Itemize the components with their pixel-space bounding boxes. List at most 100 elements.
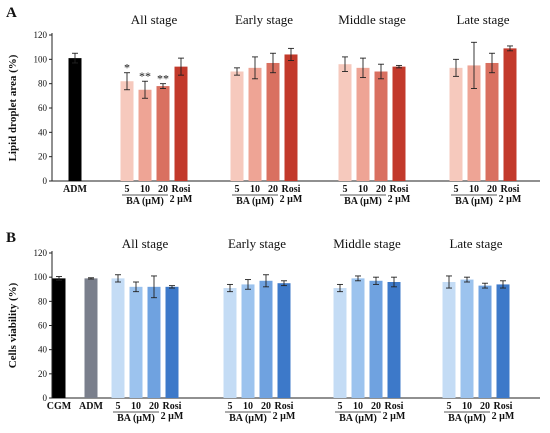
panel-a-ytick-label: 120 [34,30,48,40]
panel-a-group-4-xtick-label: 10 [469,184,479,195]
panel-a-group-1-xtick-label: 10 [140,184,150,195]
panel-b-group-2-xtick-label: Rosi [275,401,294,412]
panel-b-group-2-title: Early stage [228,236,286,251]
panel-a-group-2-rosi-dose: 2 µM [280,194,303,205]
panel-b-group-3-xtick-label: 10 [353,401,363,412]
panel-a-ytick-label: 20 [38,152,48,162]
panel-a-group-3-rosi-dose: 2 µM [388,194,411,205]
panel-a-group-3-rosi-bar [392,66,406,181]
panel-b-group-4-xtick-label: Rosi [494,401,513,412]
panel-a-group-2-20-bar [266,62,280,181]
panel-b-ytick-label: 60 [38,321,48,331]
panel-b-ytick-label: 0 [43,393,48,403]
panel-a-control-label: ADM [63,184,87,195]
panel-b-group-1-10-bar [129,286,143,398]
panel-a-group-3-10-bar [356,67,370,181]
panel-a-group-3-xtick-label: 10 [358,184,368,195]
panel-a-group-2-ba-label: BA (µM) [236,196,274,207]
panel-b-group-4-xtick-label: 5 [447,401,452,412]
panel-a-group-4-ba-label: BA (µM) [455,196,493,207]
panel-a-group-3-20-bar [374,71,388,181]
panel-a-group-1-xtick-label: Rosi [172,184,191,195]
panel-b-group-1-20-bar [147,286,161,398]
panel-b-group-4-title: Late stage [449,236,502,251]
panel-a-group-4-title: Late stage [456,12,509,27]
panel-a-group-2-10-bar [248,67,262,181]
panel-b-group-2-5-bar [223,288,237,398]
panel-a-group-1-rosi-bar [174,66,188,181]
panel-a-group-2-xtick-label: 5 [235,184,240,195]
panel-a-group-4-20-bar [485,62,499,181]
panel-a-group-1-5-bar [120,81,134,181]
panel-b-group-3-20-bar [369,280,383,398]
panel-a-control-adm-bar [68,58,82,181]
panel-a-group-3-5-bar [338,64,352,181]
panel-a-group-3-title: Middle stage [338,12,406,27]
panel-a-ylabel: Lipid droplet area (%) [7,54,19,161]
panel-b-ytick-label: 40 [38,345,48,355]
panel-b-ytick-label: 100 [34,272,48,282]
panel-b-group-3-title: Middle stage [333,236,401,251]
panel-b-group-3-xtick-label: 5 [338,401,343,412]
panel-a-group-2-5-bar [230,71,244,181]
panel-a-group-4-5-bar [449,67,463,181]
panel-b-group-3-rosi-dose: 2 µM [383,411,406,422]
panel-b-group-1-title: All stage [122,236,169,251]
panel-b-group-3-rosi-bar [387,282,401,398]
panel-b-group-1-rosi-dose: 2 µM [161,411,184,422]
panel-b-group-2-xtick-label: 20 [261,401,271,412]
panel-a-group-1-xtick-label: 5 [125,184,130,195]
panel-a-group-3-ba-label: BA (µM) [344,196,382,207]
panel-a-group-1-ba-label: BA (µM) [126,196,164,207]
panel-a-group-4-10-bar [467,65,481,181]
panel-b-group-1-5-bar [111,278,125,398]
panel-b-group-2-20-bar [259,280,273,398]
panel-a-group-4-xtick-label: 20 [487,184,497,195]
panel-a-group-2-xtick-label: 10 [250,184,260,195]
panel-a-group-1-rosi-dose: 2 µM [170,194,193,205]
panel-b-group-1-xtick-label: 20 [149,401,159,412]
panel-b-group-1-rosi-bar [165,286,179,398]
panel-a-ytick-label: 60 [38,103,48,113]
panel-a-group-1-significance: * [124,61,130,75]
panel-b-group-4-10-bar [460,279,474,398]
panel-b-group-2-rosi-bar [277,283,291,398]
panel-a-ytick-label: 80 [38,79,48,89]
panel-a-group-4-rosi-bar [503,48,517,182]
panel-a-group-1-10-bar [138,89,152,181]
panel-b-group-2-xtick-label: 5 [228,401,233,412]
panel-b-group-1-xtick-label: 10 [131,401,141,412]
panel-a-group-1-xtick-label: 20 [158,184,168,195]
panel-b-ytick-label: 80 [38,296,48,306]
panel-a-group-4-xtick-label: Rosi [501,184,520,195]
panel-a-group-1-20-bar [156,86,170,181]
panel-b-group-4-xtick-label: 10 [462,401,472,412]
panel-b-group-4-rosi-bar [496,284,510,398]
panel-b-group-2-10-bar [241,284,255,398]
panel-a-letter: A [6,5,17,21]
panel-a-group-3-xtick-label: Rosi [390,184,409,195]
panel-b-group-3-xtick-label: Rosi [385,401,404,412]
panel-b-group-4-xtick-label: 20 [480,401,490,412]
panel-a-group-1-significance: ** [157,72,169,86]
panel-a-group-1-significance: ** [139,69,151,83]
panel-b-letter: B [6,230,16,246]
panel-a-group-3-xtick-label: 20 [376,184,386,195]
panel-a-group-3-xtick-label: 5 [343,184,348,195]
panel-b-control-cgm-bar [52,278,66,398]
panel-a-ytick-label: 0 [43,176,48,186]
panel-a-ytick-label: 40 [38,127,48,137]
panel-a-group-2-xtick-label: Rosi [282,184,301,195]
panel-b-group-4-20-bar [478,285,492,398]
panel-b-group-2-xtick-label: 10 [243,401,253,412]
panel-b-group-3-5-bar [333,288,347,398]
panel-b-group-1-ba-label: BA (µM) [117,413,155,424]
panel-b-ytick-label: 20 [38,369,48,379]
panel-b-control-label: ADM [79,401,103,412]
panel-b-group-4-5-bar [442,282,456,398]
panel-a-group-2-title: Early stage [235,12,293,27]
panel-b-group-3-xtick-label: 20 [371,401,381,412]
panel-a-group-4-rosi-dose: 2 µM [499,194,522,205]
panel-a-group-2-rosi-bar [284,54,298,181]
panel-b-group-4-ba-label: BA (µM) [448,413,486,424]
